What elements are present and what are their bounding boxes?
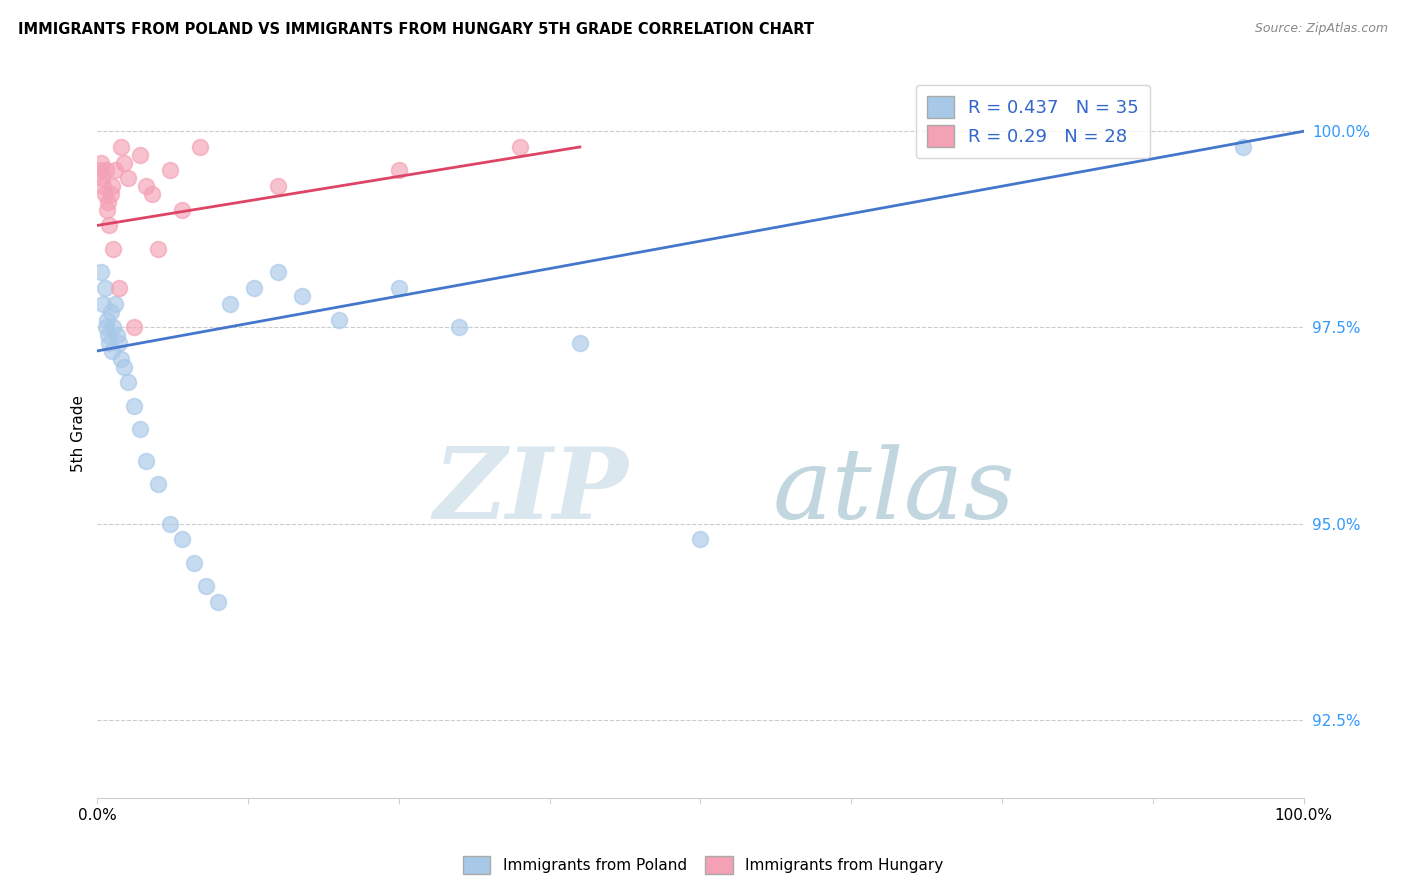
Point (101, 179, 124, 194)
Point (96, 202, 118, 217)
Text: atlas: atlas (773, 444, 1015, 540)
Point (267, 265, 290, 279)
Y-axis label: 5th Grade: 5th Grade (72, 395, 86, 472)
Point (135, 179, 157, 194)
Point (328, 312, 350, 326)
Point (128, 422, 150, 436)
Point (117, 376, 139, 390)
Point (568, 336, 591, 351)
Text: IMMIGRANTS FROM POLAND VS IMMIGRANTS FROM HUNGARY 5TH GRADE CORRELATION CHART: IMMIGRANTS FROM POLAND VS IMMIGRANTS FRO… (18, 22, 814, 37)
Point (100, 187, 122, 202)
Point (112, 359, 135, 374)
Point (101, 343, 124, 358)
Legend: Immigrants from Poland, Immigrants from Hungary: Immigrants from Poland, Immigrants from … (457, 850, 949, 880)
Point (93, 179, 115, 194)
Point (110, 140, 132, 154)
Point (101, 242, 124, 256)
Point (101, 320, 124, 334)
Point (146, 477, 169, 491)
Point (94, 163, 117, 178)
Point (97, 194, 120, 209)
Point (104, 163, 127, 178)
Point (291, 289, 314, 303)
Point (93, 297, 115, 311)
Point (112, 155, 135, 169)
Point (219, 297, 242, 311)
Point (135, 454, 157, 468)
Point (146, 242, 169, 256)
Point (104, 297, 127, 311)
Point (93, 187, 115, 202)
Point (110, 351, 132, 366)
Text: Source: ZipAtlas.com: Source: ZipAtlas.com (1254, 22, 1388, 36)
Point (159, 163, 181, 178)
Point (94, 320, 117, 334)
Point (96, 312, 118, 326)
Point (93, 281, 115, 295)
Point (388, 163, 411, 178)
Point (509, 140, 531, 154)
Point (97, 328, 120, 343)
Point (689, 532, 711, 546)
Point (108, 281, 131, 295)
Point (98, 336, 121, 351)
Point (388, 281, 411, 295)
Point (1232, 140, 1254, 154)
Point (170, 532, 193, 546)
Text: ZIP: ZIP (433, 443, 628, 540)
Point (243, 281, 266, 295)
Point (122, 399, 145, 413)
Point (267, 179, 290, 194)
Point (122, 320, 145, 334)
Point (159, 516, 181, 531)
Point (100, 304, 122, 318)
Point (128, 148, 150, 162)
Point (194, 579, 217, 593)
Point (207, 595, 229, 609)
Point (141, 187, 163, 202)
Point (449, 320, 471, 334)
Point (188, 140, 211, 154)
Point (108, 336, 131, 351)
Point (183, 556, 205, 570)
Point (90, 265, 112, 279)
Point (89, 163, 111, 178)
Point (105, 328, 128, 343)
Point (170, 202, 193, 217)
Point (90, 155, 112, 169)
Point (91, 171, 114, 186)
Point (117, 171, 139, 186)
Point (98, 219, 121, 233)
Legend: R = 0.437   N = 35, R = 0.29   N = 28: R = 0.437 N = 35, R = 0.29 N = 28 (915, 85, 1150, 158)
